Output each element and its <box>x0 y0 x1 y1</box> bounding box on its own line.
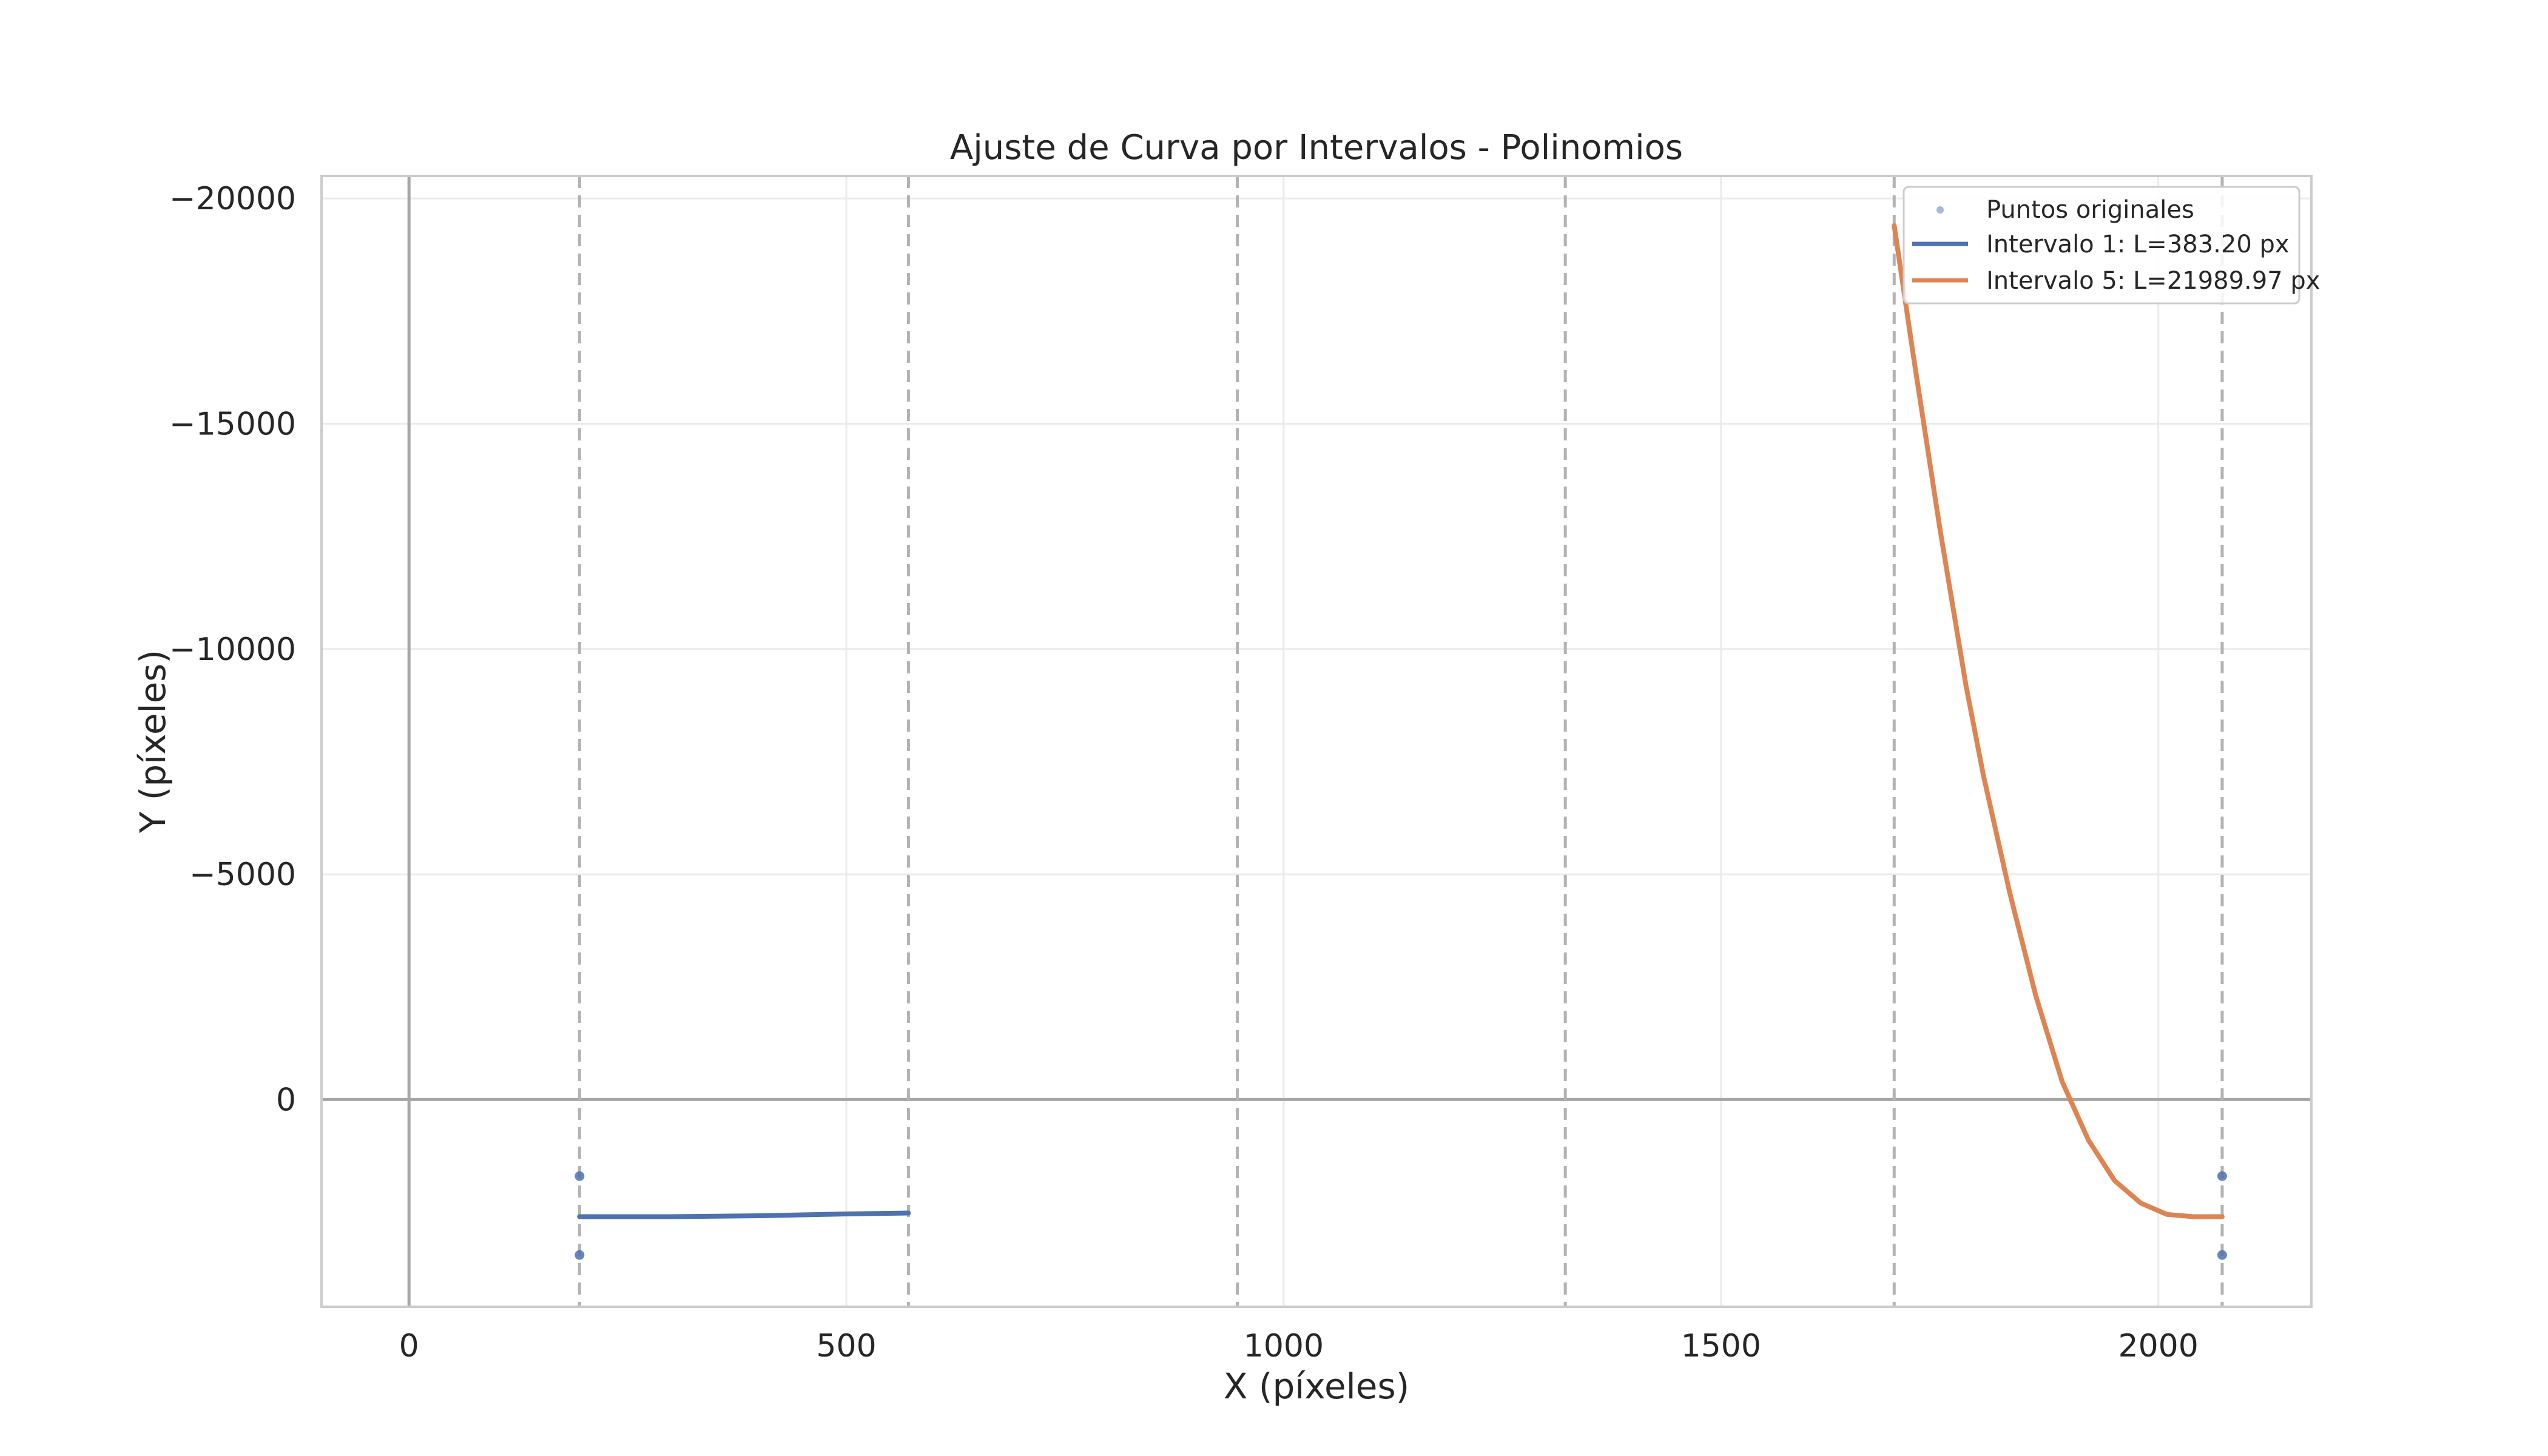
data-point <box>575 1171 585 1181</box>
y-tick-label: −10000 <box>169 632 296 668</box>
series-line <box>577 1210 911 1219</box>
y-tick-label: −20000 <box>169 181 296 217</box>
legend-marker-points <box>1936 206 1944 214</box>
legend-label-interval-5: Intervalo 5: L=21989.97 px <box>1986 267 2320 295</box>
x-tick-label: 1000 <box>1244 1328 1324 1364</box>
x-tick-label: 1500 <box>1681 1328 1761 1364</box>
y-axis-ticks: −20000 −15000 −10000 −5000 0 <box>169 181 296 1118</box>
series-layer <box>575 223 2227 1260</box>
data-point <box>2217 1171 2227 1181</box>
interval-boundaries <box>578 176 2224 1307</box>
plot-background <box>322 176 2311 1307</box>
legend-label-interval-1: Intervalo 1: L=383.20 px <box>1986 231 2290 258</box>
y-tick-label: 0 <box>276 1082 296 1118</box>
plot-frame <box>320 175 2313 1308</box>
x-axis-label: X (píxeles) <box>1224 1366 1410 1407</box>
x-tick-label: 500 <box>816 1328 876 1364</box>
x-axis-ticks: 0 500 1000 1500 2000 <box>399 1328 2199 1364</box>
data-point <box>2217 1250 2227 1260</box>
series-line <box>1892 223 2225 1219</box>
legend-box <box>1903 186 2300 305</box>
y-tick-label: −5000 <box>189 857 296 893</box>
y-axis-label: Y (píxeles) <box>132 650 174 834</box>
y-tick-label: −15000 <box>169 406 296 442</box>
x-tick-label: 0 <box>399 1328 419 1364</box>
legend: Puntos originales Intervalo 1: L=383.20 … <box>1903 186 2320 305</box>
x-tick-label: 2000 <box>2118 1328 2199 1364</box>
reference-lines <box>322 176 2311 1307</box>
legend-label-points: Puntos originales <box>1986 196 2194 224</box>
chart-title: Ajuste de Curva por Intervalos - Polinom… <box>950 128 1683 167</box>
data-point <box>575 1250 585 1260</box>
